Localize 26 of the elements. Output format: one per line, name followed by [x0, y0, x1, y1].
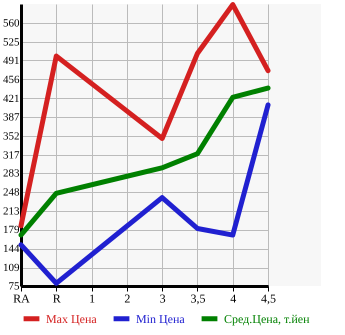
- x-tick-label: 3: [160, 292, 166, 306]
- y-tick-label: 491: [3, 54, 20, 67]
- x-tick-label: 1: [89, 292, 96, 306]
- y-tick-label: 144: [3, 243, 20, 256]
- x-tick-label: 4,5: [261, 292, 276, 306]
- y-tick-label: 352: [3, 130, 20, 142]
- legend-label: Max Цена: [46, 312, 98, 326]
- legend-label: Сред.Цена, т.йен: [224, 312, 310, 326]
- y-tick-label: 421: [3, 92, 20, 105]
- x-tick-label: 3,5: [190, 292, 206, 306]
- x-tick-label: R: [52, 292, 61, 306]
- y-tick-label: 75: [8, 280, 20, 292]
- y-tick-label: 109: [3, 262, 20, 274]
- legend-label: Min Цена: [136, 312, 186, 326]
- x-tick-label: 4: [230, 292, 236, 306]
- y-tick-label: 283: [3, 168, 20, 180]
- y-tick-label: 525: [3, 36, 20, 48]
- x-tick-label: 2: [124, 292, 130, 306]
- y-tick-label: 456: [3, 74, 20, 86]
- y-tick-label: 179: [3, 224, 20, 236]
- y-tick-label: 317: [3, 149, 20, 162]
- y-tick-label: 248: [3, 186, 20, 199]
- y-tick-label: 387: [3, 111, 20, 124]
- y-tick-label: 213: [3, 206, 20, 218]
- x-tick-label: RA: [13, 292, 30, 306]
- y-tick-label: 560: [3, 17, 20, 30]
